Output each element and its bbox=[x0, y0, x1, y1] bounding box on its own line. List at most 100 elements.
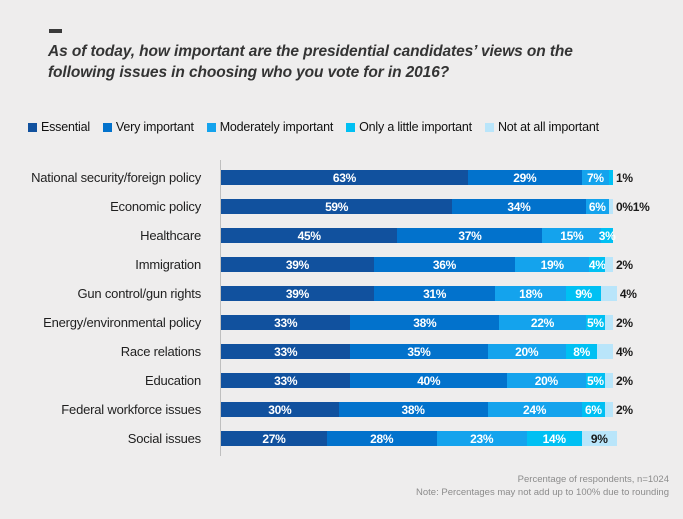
legend-item: Moderately important bbox=[206, 120, 333, 134]
value-label: 24% bbox=[523, 402, 547, 417]
bar-segment: 33% bbox=[221, 344, 351, 359]
value-label-outside: 2% bbox=[615, 315, 633, 330]
bar-segment: 4% bbox=[588, 257, 606, 272]
value-label: 20% bbox=[515, 344, 539, 359]
category-label: Economic policy bbox=[110, 199, 201, 214]
bar-segment: 35% bbox=[350, 344, 488, 359]
value-label: 59% bbox=[325, 199, 349, 214]
value-label: 63% bbox=[332, 170, 357, 185]
legend-marker bbox=[28, 122, 37, 132]
y-axis-line bbox=[220, 160, 221, 456]
value-label: 33% bbox=[274, 344, 298, 359]
chart-row: Education 33% 40% 20% 5% 2% bbox=[0, 366, 683, 395]
value-label: 5% bbox=[586, 373, 604, 388]
legend-marker bbox=[346, 122, 356, 132]
value-label: 35% bbox=[407, 344, 431, 359]
value-label: 33% bbox=[274, 315, 298, 330]
value-label-outside: 2% bbox=[615, 257, 633, 272]
bar-segment: 5% bbox=[585, 373, 606, 388]
bar-segment bbox=[605, 315, 613, 330]
legend-marker bbox=[206, 122, 216, 132]
bar-segment: 59% bbox=[221, 199, 453, 214]
category-label: Federal workforce issues bbox=[61, 402, 201, 417]
bar-segment: 30% bbox=[221, 402, 339, 417]
bar-area: 33% 40% 20% 5% 2% bbox=[211, 373, 683, 388]
value-label: 9% bbox=[590, 431, 608, 446]
chart-row: Federal workforce issues 30% 38% 24% 6% 2% bbox=[0, 395, 683, 424]
value-label: 31% bbox=[423, 286, 447, 301]
footer-note-respondents: Percentage of respondents, n=1024 bbox=[517, 474, 669, 485]
title-dash bbox=[49, 29, 62, 33]
value-label: 38% bbox=[413, 315, 437, 330]
value-label: 36% bbox=[432, 257, 456, 272]
bar-segment: 18% bbox=[495, 286, 566, 301]
value-label: 5% bbox=[586, 315, 604, 330]
category-label: Race relations bbox=[120, 344, 202, 359]
bar-area: 39% 36% 19% 4% 2% bbox=[211, 257, 683, 272]
category-label: Social issues bbox=[127, 431, 201, 446]
bar-segment: 3% bbox=[598, 228, 616, 243]
value-label: 4% bbox=[588, 257, 606, 272]
bar-segment: 31% bbox=[373, 286, 496, 301]
legend-item: Only a little important bbox=[346, 120, 472, 134]
value-label: 28% bbox=[370, 431, 394, 446]
stacked-bar: 30% 38% 24% 6% bbox=[221, 402, 613, 417]
value-label: 15% bbox=[560, 228, 584, 243]
value-label-outside: 1% bbox=[615, 170, 633, 185]
stacked-bar: 39% 36% 19% 4% bbox=[221, 257, 613, 272]
chart-row: Immigration 39% 36% 19% 4% 2% bbox=[0, 250, 683, 279]
value-label-outside: 2% bbox=[615, 402, 633, 417]
bar-segment: 5% bbox=[585, 315, 606, 330]
chart-row: Energy/environmental policy 33% 38% 22% 5% 2% bbox=[0, 308, 683, 337]
legend-item: Not at all important bbox=[484, 120, 599, 134]
bar-segment: 6% bbox=[581, 402, 606, 417]
value-label-outside: 4% bbox=[619, 286, 637, 301]
bar-segment: 20% bbox=[507, 373, 586, 388]
category-label: Gun control/gun rights bbox=[77, 286, 201, 301]
legend-label: Essential bbox=[41, 120, 90, 134]
bar-segment: 20% bbox=[487, 344, 566, 359]
chart-row: Economic policy 59% 34% 6% 0%1% bbox=[0, 192, 683, 221]
stacked-bar: 33% 38% 22% 5% bbox=[221, 315, 613, 330]
value-label: 6% bbox=[588, 199, 606, 214]
bar-area: 33% 35% 20% 8% 4% bbox=[211, 344, 683, 359]
bar-segment: 19% bbox=[514, 257, 590, 272]
bar-segment bbox=[597, 344, 613, 359]
bar-segment: 37% bbox=[397, 228, 543, 243]
legend-item: Very important bbox=[102, 120, 194, 134]
legend-label: Not at all important bbox=[497, 120, 599, 134]
legend-marker bbox=[102, 122, 112, 132]
bar-segment: 40% bbox=[350, 373, 508, 388]
category-label: National security/foreign policy bbox=[31, 170, 201, 185]
chart-row: National security/foreign policy 63% 29% 7%… bbox=[0, 163, 683, 192]
bar-area: 33% 38% 22% 5% 2% bbox=[211, 315, 683, 330]
value-label: 34% bbox=[507, 199, 531, 214]
value-label: 14% bbox=[542, 431, 566, 446]
value-label: 37% bbox=[458, 228, 482, 243]
chart-row: Social issues 27% 28% 23% 14% 9% bbox=[0, 424, 683, 453]
bar-segment: 6% bbox=[585, 199, 610, 214]
legend-label: Only a little important bbox=[359, 120, 472, 134]
category-label: Education bbox=[144, 373, 201, 388]
bar-segment bbox=[601, 286, 617, 301]
value-label: 8% bbox=[573, 344, 590, 359]
category-label: Energy/environmental policy bbox=[43, 315, 201, 330]
bar-segment: 8% bbox=[565, 344, 598, 359]
footer-note-rounding: Note: Percentages may not add up to 100%… bbox=[416, 487, 669, 498]
bar-segment bbox=[605, 373, 613, 388]
value-label: 27% bbox=[262, 431, 286, 446]
bar-segment: 14% bbox=[526, 431, 582, 446]
value-label-outside: 0%1% bbox=[615, 199, 650, 214]
stacked-bar: 27% 28% 23% 14% 9% bbox=[221, 431, 617, 446]
bar-segment: 38% bbox=[350, 315, 500, 330]
bar-segment: 22% bbox=[499, 315, 586, 330]
value-label: 3% bbox=[598, 228, 616, 243]
value-label: 6% bbox=[585, 402, 602, 417]
stacked-bar: 59% 34% 6% bbox=[221, 199, 613, 214]
stacked-bar: 45% 37% 15% 3% bbox=[221, 228, 616, 243]
value-label: 39% bbox=[285, 286, 309, 301]
stacked-bar: 33% 35% 20% 8% bbox=[221, 344, 613, 359]
bar-segment: 23% bbox=[436, 431, 527, 446]
bar-area: 45% 37% 15% 3% bbox=[211, 228, 683, 243]
chart-row: Race relations 33% 35% 20% 8% 4% bbox=[0, 337, 683, 366]
